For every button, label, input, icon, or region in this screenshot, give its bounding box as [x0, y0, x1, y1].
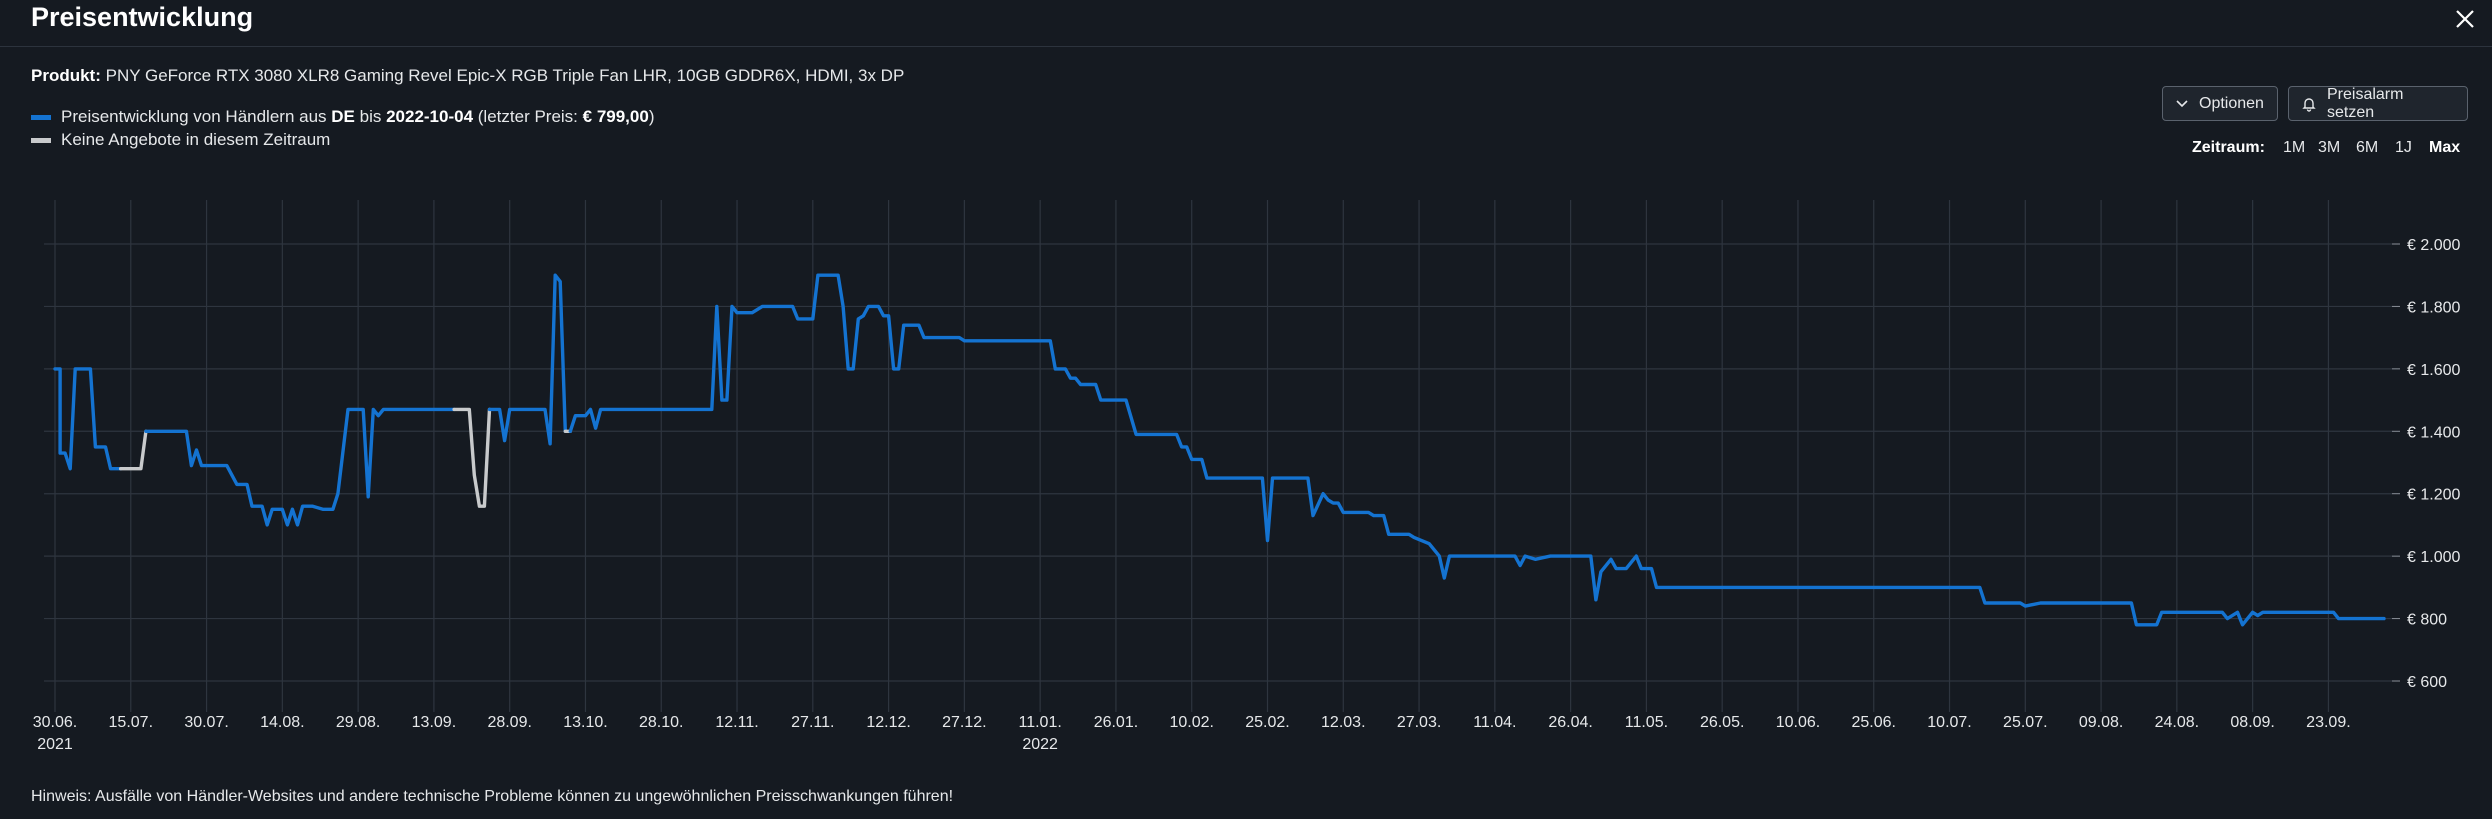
legend-country: DE — [331, 107, 355, 126]
x-tick-label: 27.11. — [791, 714, 834, 731]
close-icon[interactable] — [2448, 2, 2482, 36]
y-tick-label: € 1.600 — [2407, 362, 2460, 379]
legend-suffix2: ) — [648, 107, 655, 126]
y-axis-labels: € 2.000 € 1.800 € 1.600 € 1.400 € 1.200 € 1.0… — [2407, 237, 2460, 691]
x-tick-label: 28.10. — [639, 714, 683, 731]
x-tick-label: 25.06. — [1851, 714, 1895, 731]
optionen-button[interactable]: Optionen — [2162, 86, 2278, 121]
chart-grid — [44, 200, 2400, 712]
zeitraum-option-6m[interactable]: 6M — [2356, 139, 2379, 156]
optionen-label: Optionen — [2199, 94, 2264, 112]
x-tick-label: 12.12. — [866, 714, 910, 731]
chevron-down-icon — [2176, 99, 2188, 107]
product-label: Produkt: — [31, 66, 101, 85]
chart-series — [53, 273, 2386, 627]
price-line-segment — [144, 407, 456, 527]
x-axis-labels: 30.06. 2021 15.07. 30.07. 14.08. 29.08. 13.09.… — [33, 714, 2351, 753]
x-tick-year-label: 2022 — [1022, 736, 1058, 753]
legend-swatch-grey — [31, 137, 51, 143]
x-tick-label: 11.01. — [1019, 714, 1062, 731]
x-tick-label: 10.02. — [1169, 714, 1213, 731]
dialog-title: Preisentwicklung — [31, 2, 254, 32]
dialog-header: Preisentwicklung — [0, 0, 2492, 47]
legend-date: 2022-10-04 — [386, 107, 474, 126]
x-tick-label: 11.05. — [1625, 714, 1668, 731]
product-name: PNY GeForce RTX 3080 XLR8 Gaming Revel E… — [105, 66, 905, 85]
product-line: Produkt: PNY GeForce RTX 3080 XLR8 Gamin… — [31, 66, 904, 86]
price-line-segment — [487, 273, 567, 446]
legend-swatch-blue — [31, 114, 51, 120]
zeitraum-option-1j[interactable]: 1J — [2395, 139, 2412, 156]
legend-mid: bis — [354, 107, 387, 126]
x-tick-label: 10.07. — [1927, 714, 1971, 731]
x-tick-label: 10.06. — [1776, 714, 1820, 731]
x-tick-label: 30.07. — [184, 714, 228, 731]
zeitraum-option-max[interactable]: Max — [2429, 139, 2461, 156]
zeitraum-option-3m[interactable]: 3M — [2318, 139, 2341, 156]
x-tick-label: 24.08. — [2155, 714, 2199, 731]
x-tick-label: 13.10. — [563, 714, 607, 731]
bell-icon — [2302, 97, 2316, 112]
x-tick-label: 26.05. — [1700, 714, 1744, 731]
hint-text: Hinweis: Ausfälle von Händler-Websites u… — [31, 788, 954, 805]
y-tick-label: € 2.000 — [2407, 237, 2460, 254]
x-tick-label: 28.09. — [487, 714, 531, 731]
preisalarm-label: Preisalarm setzen — [2327, 85, 2404, 121]
x-tick-label: 27.12. — [942, 714, 986, 731]
x-tick-label: 25.07. — [2003, 714, 2047, 731]
no-offer-segment — [452, 407, 492, 508]
x-tick-label: 13.09. — [412, 714, 456, 731]
x-tick-label: 14.08. — [260, 714, 304, 731]
legend-item-no-offers: Keine Angebote in diesem Zeitraum — [31, 130, 330, 150]
y-tick-label: € 1.800 — [2407, 299, 2460, 316]
legend-no-offers-text: Keine Angebote in diesem Zeitraum — [61, 130, 331, 149]
y-tick-label: € 1.000 — [2407, 549, 2460, 566]
zeitraum-option-1m[interactable]: 1M — [2283, 139, 2306, 156]
x-tick-label: 11.04. — [1473, 714, 1516, 731]
x-tick-label: 12.11. — [715, 714, 758, 731]
zeitraum-label: Zeitraum: — [2192, 139, 2265, 156]
no-offer-segment — [118, 429, 148, 471]
y-tick-label: € 1.400 — [2407, 424, 2460, 441]
x-tick-label: 27.03. — [1397, 714, 1441, 731]
x-tick-label: 30.06. — [33, 714, 77, 731]
x-tick-label: 08.09. — [2230, 714, 2274, 731]
y-tick-label: € 600 — [2407, 674, 2447, 691]
y-tick-label: € 800 — [2407, 612, 2447, 629]
y-tick-label: € 1.200 — [2407, 487, 2460, 504]
legend-item-price: Preisentwicklung von Händlern aus DE bis… — [31, 107, 655, 127]
preisalarm-button[interactable]: Preisalarm setzen — [2288, 86, 2468, 121]
x-tick-label: 23.09. — [2306, 714, 2350, 731]
legend-prefix: Preisentwicklung von Händlern aus — [61, 107, 332, 126]
x-tick-label: 12.03. — [1321, 714, 1365, 731]
price-line-segment — [568, 273, 2386, 627]
x-tick-label: 26.04. — [1548, 714, 1592, 731]
price-line-segment — [53, 367, 123, 471]
legend-last-price: € 799,00 — [582, 107, 649, 126]
x-tick-label: 09.08. — [2079, 714, 2123, 731]
x-tick-year-label: 2021 — [37, 736, 73, 753]
legend-suffix1: (letzter Preis: — [473, 107, 583, 126]
x-tick-label: 26.01. — [1094, 714, 1138, 731]
x-tick-label: 25.02. — [1245, 714, 1289, 731]
x-tick-label: 15.07. — [109, 714, 153, 731]
price-chart[interactable]: € 2.000 € 1.800 € 1.600 € 1.400 € 1.200 € 1.0… — [0, 180, 2492, 770]
x-tick-label: 29.08. — [336, 714, 380, 731]
